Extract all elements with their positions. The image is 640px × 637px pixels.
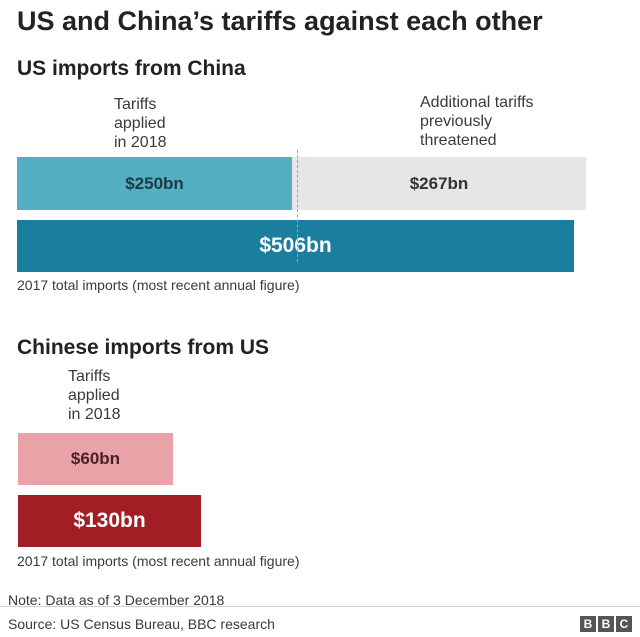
us-tariff-applied-label: $250bn xyxy=(125,173,184,193)
bbc-logo-letter: C xyxy=(616,616,632,632)
us-tariff-applied-bar: $250bn xyxy=(17,157,292,210)
bbc-logo-letter: B xyxy=(580,616,596,632)
us-tariff-threatened-bar: $267bn xyxy=(292,157,586,210)
source-text: Source: US Census Bureau, BBC research xyxy=(8,616,275,632)
bbc-logo: B B C xyxy=(580,616,632,632)
china-imports-title: Chinese imports from US xyxy=(17,336,270,359)
us-tariff-threatened-label: $267bn xyxy=(409,173,469,193)
us-divider-dash xyxy=(297,150,298,262)
us-total-imports-label: $506bn xyxy=(259,234,332,257)
china-tariffs-annotation: Tariffs applied in 2018 xyxy=(68,368,121,423)
bbc-logo-letter: B xyxy=(598,616,614,632)
us-total-imports-bar: $506bn xyxy=(17,220,574,272)
china-tariff-applied-label: $60bn xyxy=(70,449,121,468)
us-threatened-annotation: Additional tariffs previously threatened xyxy=(420,94,534,149)
china-total-imports-bar: $130bn xyxy=(18,495,201,547)
china-tariff-applied-bar: $60bn xyxy=(18,433,173,485)
us-tariffs-annotation: Tariffs applied in 2018 xyxy=(114,96,167,151)
data-note: Note: Data as of 3 December 2018 xyxy=(8,592,225,608)
us-total-caption: 2017 total imports (most recent annual f… xyxy=(17,277,300,293)
china-total-caption: 2017 total imports (most recent annual f… xyxy=(17,553,300,569)
chart-title: US and China’s tariffs against each othe… xyxy=(17,6,543,36)
footer-divider xyxy=(0,606,640,607)
us-imports-title: US imports from China xyxy=(17,57,246,80)
china-total-imports-label: $130bn xyxy=(73,509,146,532)
